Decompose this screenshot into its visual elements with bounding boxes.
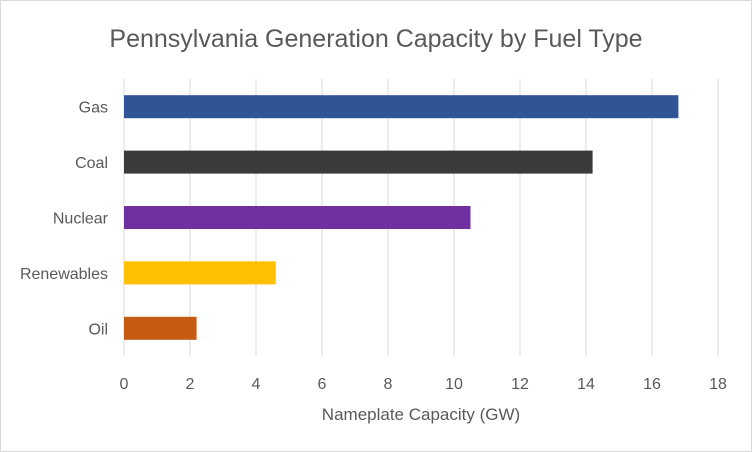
x-tick-label: 4 [252,376,261,393]
chart-title: Pennsylvania Generation Capacity by Fuel… [109,25,642,53]
x-tick-label: 14 [577,376,595,393]
x-tick-labels: 0 2 4 6 8 10 12 14 16 18 [120,376,727,393]
bar-gas [124,95,679,119]
x-tick-label: 16 [643,376,661,393]
x-tick-label: 12 [511,376,529,393]
x-tick-label: 2 [186,376,195,393]
category-label-oil: Oil [88,321,108,338]
x-tick-label: 0 [120,376,129,393]
x-tick-label: 8 [384,376,393,393]
x-tick-label: 10 [445,376,463,393]
bar-renewables [124,261,276,285]
category-label-renewables: Renewables [20,266,108,283]
category-label-gas: Gas [79,100,108,117]
category-labels: Gas Coal Nuclear Renewables Oil [20,100,109,339]
bar-oil [124,316,197,340]
bars [124,95,679,340]
x-tick-label: 18 [709,376,727,393]
bar-nuclear [124,206,471,229]
x-tick-label: 6 [318,376,327,393]
bar-coal [124,150,593,174]
x-axis-title: Nameplate Capacity (GW) [322,405,520,424]
category-label-coal: Coal [75,155,108,172]
category-label-nuclear: Nuclear [53,211,109,228]
